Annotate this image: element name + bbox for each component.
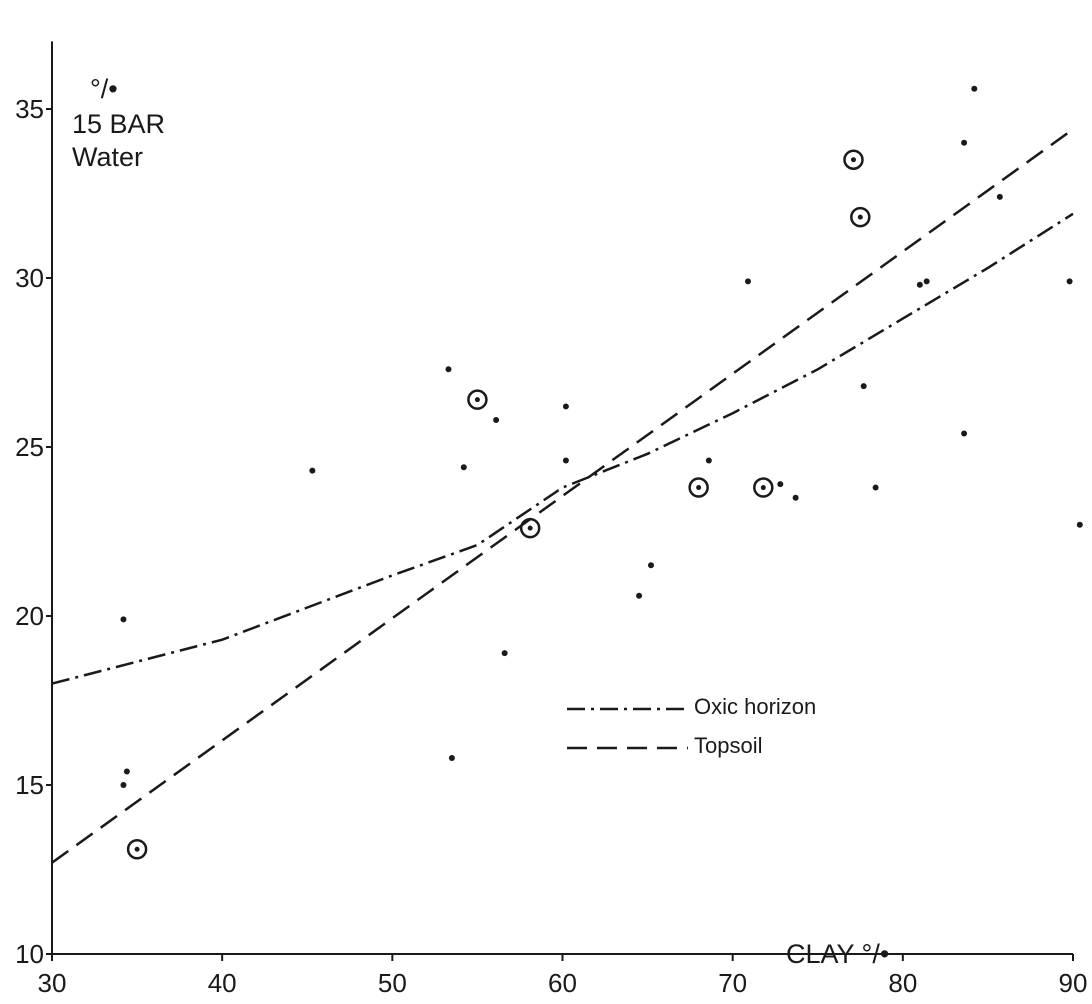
x-tick-label: 40 [208, 968, 237, 998]
x-tick-label: 70 [718, 968, 747, 998]
x-tick-label: 30 [38, 968, 67, 998]
data-point [792, 494, 799, 501]
data-points [120, 85, 1083, 860]
circled-point-dot [760, 485, 766, 491]
data-point [744, 278, 751, 285]
y-tick-label: 20 [15, 601, 44, 631]
data-point [562, 457, 569, 464]
x-tick-label: 50 [378, 968, 407, 998]
data-point [872, 484, 879, 491]
circled-point-dot [134, 846, 140, 852]
data-point [445, 366, 452, 373]
circled-point-dot [857, 214, 863, 220]
data-point [309, 467, 316, 474]
data-point [923, 278, 930, 285]
x-axis-title: CLAY °/• [786, 939, 889, 969]
y-axis-title-line-1: °/• [90, 74, 118, 104]
data-point [860, 383, 867, 390]
y-tick-label: 25 [15, 432, 44, 462]
legend-topsoil-label: Topsoil [694, 733, 762, 758]
circled-point-dot [527, 525, 533, 531]
y-axis-title-line-2: 15 BAR [72, 109, 165, 139]
data-point [448, 754, 455, 761]
legend-oxic-label: Oxic horizon [694, 694, 816, 719]
data-point [120, 782, 127, 788]
x-tick-label: 80 [888, 968, 917, 998]
data-point [996, 193, 1003, 200]
data-point [916, 281, 923, 288]
data-point [1076, 521, 1083, 528]
data-point [705, 457, 712, 464]
series-3-line [51, 128, 1074, 864]
y-tick-label: 10 [15, 939, 44, 969]
circled-point-ring [753, 477, 774, 498]
data-point [636, 592, 643, 599]
circled-point-ring [519, 517, 541, 539]
circled-point-dot [474, 397, 480, 403]
y-tick-label: 35 [15, 94, 44, 124]
trend-lines [51, 128, 1074, 864]
circled-point-ring [126, 838, 148, 860]
x-tick-label: 90 [1059, 968, 1088, 998]
axes [51, 41, 1073, 955]
circled-point-dot [696, 485, 702, 491]
y-tick-label: 30 [15, 263, 44, 293]
circled-point-ring [843, 149, 864, 170]
data-point [647, 562, 654, 569]
data-point [123, 768, 130, 775]
x-tick-label: 60 [548, 968, 577, 998]
data-point [971, 85, 978, 92]
data-point [120, 616, 127, 623]
y-tick-label: 15 [15, 770, 44, 800]
circled-point-ring [688, 477, 709, 498]
data-point [493, 416, 500, 423]
y-axis-title-line-3: Water [72, 142, 143, 172]
data-point [961, 139, 968, 146]
data-point [1066, 278, 1073, 285]
circled-point-ring [850, 206, 871, 228]
data-point [501, 650, 508, 657]
legend: Oxic horizon Topsoil [567, 694, 816, 758]
ticks: 30 40 50 60 70 80 90 10 15 20 25 30 35 [15, 94, 1087, 998]
data-point [961, 430, 968, 437]
series-2-line [51, 212, 1074, 685]
circled-point-ring [467, 389, 488, 410]
data-point [777, 481, 784, 488]
circled-point-dot [850, 157, 856, 163]
data-point [460, 464, 467, 471]
data-point [562, 403, 569, 410]
